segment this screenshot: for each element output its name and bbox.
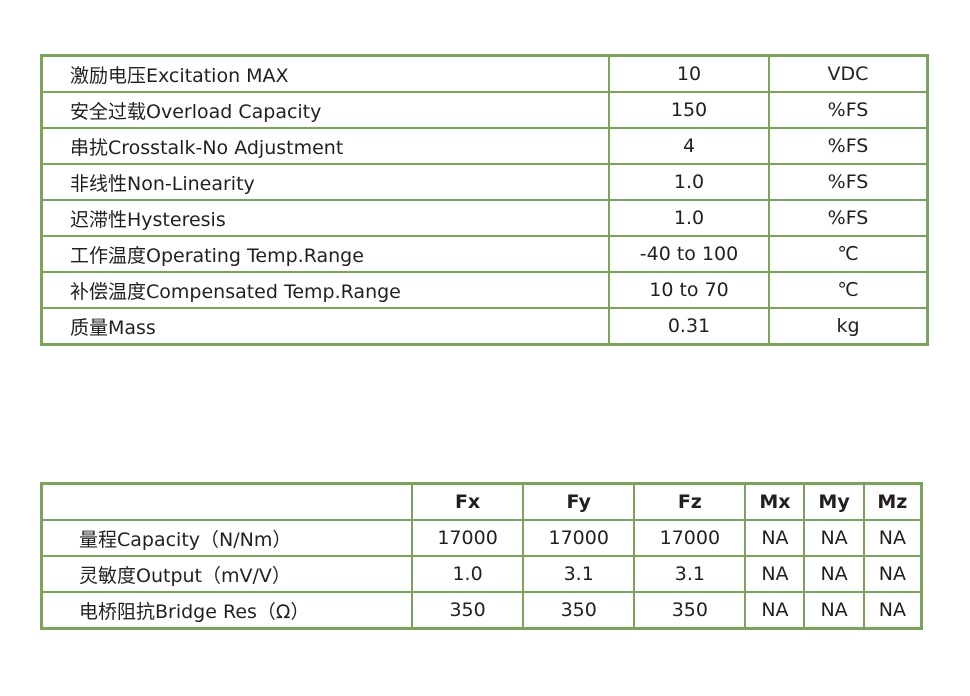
cell-value: NA [744, 555, 806, 593]
cell-value: NA [803, 519, 865, 557]
cell-value: 350 [410, 591, 525, 630]
cell-value: NA [803, 555, 865, 593]
cell-value: 17000 [522, 519, 636, 557]
spec-row: 迟滞性Hysteresis 1.0 %FS [40, 199, 929, 237]
spec-value: 1.0 [608, 199, 770, 237]
spec-value: 0.31 [608, 307, 770, 346]
spec-value: 4 [608, 127, 770, 165]
cell-value: NA [744, 519, 806, 557]
axis-row: 量程Capacity（N/Nm） 17000 17000 17000 NA NA NA [40, 519, 923, 557]
spec-value: 10 to 70 [608, 271, 770, 309]
spec-unit: ℃ [768, 271, 929, 309]
axis-row: 灵敏度Output（mV/V） 1.0 3.1 3.1 NA NA NA [40, 555, 923, 593]
cell-value: 17000 [410, 519, 525, 557]
column-header [40, 482, 413, 521]
spec-row: 工作温度Operating Temp.Range -40 to 100 ℃ [40, 235, 929, 273]
cell-value: NA [862, 591, 923, 630]
spec-label: 工作温度Operating Temp.Range [40, 235, 610, 273]
row-label: 电桥阻抗Bridge Res（Ω） [40, 591, 413, 630]
cell-value: 1.0 [410, 555, 525, 593]
spec-unit: %FS [768, 163, 929, 201]
axis-table: Fx Fy Fz Mx My Mz 量程Capacity（N/Nm） 17000 17000 17… [40, 482, 923, 630]
spec-unit: %FS [768, 127, 929, 165]
cell-value: 17000 [633, 519, 747, 557]
spec-unit: %FS [768, 91, 929, 129]
spec-unit: %FS [768, 199, 929, 237]
cell-value: 3.1 [522, 555, 636, 593]
cell-value: 3.1 [633, 555, 747, 593]
spec-value: 10 [608, 54, 770, 93]
spec-row: 激励电压Excitation MAX 10 VDC [40, 54, 929, 93]
spec-row: 非线性Non-Linearity 1.0 %FS [40, 163, 929, 201]
row-label: 量程Capacity（N/Nm） [40, 519, 413, 557]
spec-label: 非线性Non-Linearity [40, 163, 610, 201]
spec-row: 安全过载Overload Capacity 150 %FS [40, 91, 929, 129]
spec-label: 质量Mass [40, 307, 610, 346]
axis-row: 电桥阻抗Bridge Res（Ω） 350 350 350 NA NA NA [40, 591, 923, 630]
cell-value: NA [862, 555, 923, 593]
cell-value: 350 [522, 591, 636, 630]
column-header: My [803, 482, 865, 521]
row-label: 灵敏度Output（mV/V） [40, 555, 413, 593]
cell-value: NA [744, 591, 806, 630]
spec-label: 补偿温度Compensated Temp.Range [40, 271, 610, 309]
column-header: Fx [410, 482, 525, 521]
column-header: Mx [744, 482, 806, 521]
spec-value: 1.0 [608, 163, 770, 201]
spec-value: 150 [608, 91, 770, 129]
header-row: Fx Fy Fz Mx My Mz [40, 482, 923, 521]
spec-value: -40 to 100 [608, 235, 770, 273]
spec-label: 激励电压Excitation MAX [40, 54, 610, 93]
column-header: Fy [522, 482, 636, 521]
spec-label: 串扰Crosstalk-No Adjustment [40, 127, 610, 165]
column-header: Mz [862, 482, 923, 521]
spec-label: 安全过载Overload Capacity [40, 91, 610, 129]
column-header: Fz [633, 482, 747, 521]
spec-unit: kg [768, 307, 929, 346]
spec-table: 激励电压Excitation MAX 10 VDC 安全过载Overload Capa… [40, 54, 929, 346]
cell-value: 350 [633, 591, 747, 630]
spec-unit: VDC [768, 54, 929, 93]
spec-unit: ℃ [768, 235, 929, 273]
spec-row: 补偿温度Compensated Temp.Range 10 to 70 ℃ [40, 271, 929, 309]
spec-row: 串扰Crosstalk-No Adjustment 4 %FS [40, 127, 929, 165]
spec-label: 迟滞性Hysteresis [40, 199, 610, 237]
spec-row: 质量Mass 0.31 kg [40, 307, 929, 346]
cell-value: NA [862, 519, 923, 557]
cell-value: NA [803, 591, 865, 630]
